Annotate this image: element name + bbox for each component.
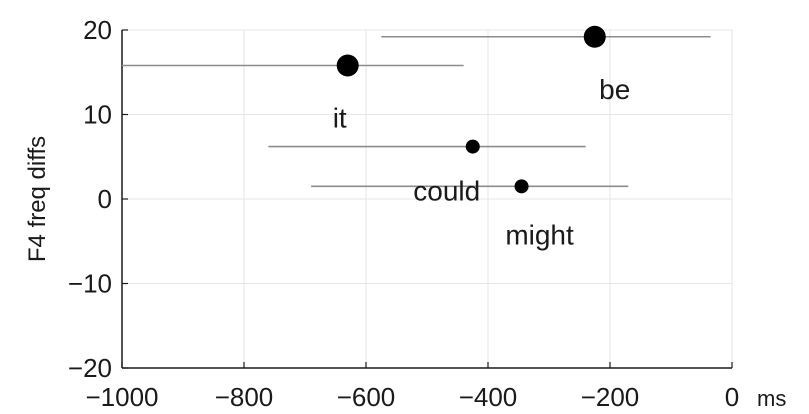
x-tick-label: −1000 <box>85 382 158 412</box>
y-ticks: 20 10 0 −10 −20 <box>68 15 128 383</box>
x-axis-label: ms <box>757 386 786 411</box>
point-label-could: could <box>413 176 480 207</box>
x-ticks: −1000 −800 −600 −400 −200 0 <box>85 362 739 412</box>
point-be <box>583 25 606 48</box>
x-tick-label: 0 <box>725 382 739 412</box>
point-label-might: might <box>505 219 574 250</box>
point-it <box>336 54 359 77</box>
x-tick-label: −600 <box>337 382 396 412</box>
y-tick-label: −20 <box>68 353 112 383</box>
point-labels: be it could might <box>333 74 631 251</box>
y-axis-label: F4 freq diffs <box>24 136 51 262</box>
y-tick-label: 0 <box>98 184 112 214</box>
point-might <box>514 179 529 194</box>
x-tick-label: −200 <box>581 382 640 412</box>
point-label-be: be <box>599 74 630 105</box>
y-tick-label: 10 <box>83 100 112 130</box>
x-tick-label: −400 <box>459 382 518 412</box>
y-tick-label: −10 <box>68 269 112 299</box>
y-tick-label: 20 <box>83 15 112 45</box>
error-bars <box>122 35 711 188</box>
point-could <box>465 139 480 154</box>
x-tick-label: −800 <box>215 382 274 412</box>
data-points <box>336 25 606 194</box>
point-label-it: it <box>333 102 347 133</box>
